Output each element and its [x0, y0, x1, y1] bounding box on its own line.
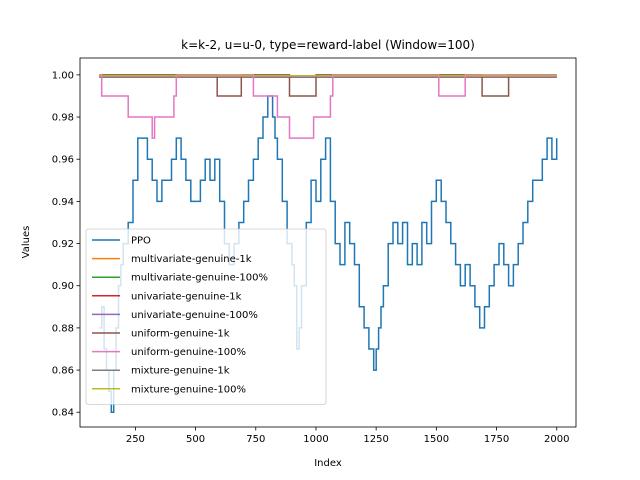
y-axis-label: Values [21, 226, 32, 259]
legend-label: uniform-genuine-100% [131, 347, 246, 358]
y-tick-label: 0.98 [52, 113, 74, 124]
legend-label: PPO [131, 236, 151, 247]
x-tick-label: 1500 [424, 434, 449, 445]
plot-frame [79, 57, 577, 428]
x-tick-label: 750 [246, 434, 265, 445]
y-axis: 0.84 0.86 0.88 0.90 0.92 0.94 0.96 0.98 1.00 [52, 70, 80, 419]
x-tick-label: 1250 [363, 434, 388, 445]
legend: PPO multivariate-genuine-1k multivariate-g… [85, 228, 327, 405]
y-tick-label: 0.86 [52, 366, 74, 377]
legend-label: multivariate-genuine-1k [131, 254, 252, 265]
x-tick-label: 1000 [303, 434, 328, 445]
y-tick-label: 0.92 [52, 239, 74, 250]
x-axis: 250 500 750 1000 1250 1500 1750 2000 [126, 427, 569, 445]
series-line-6 [99, 74, 557, 139]
x-axis-label: Index [314, 458, 342, 469]
y-tick-label: 0.94 [52, 197, 74, 208]
legend-label: uniform-genuine-1k [131, 329, 230, 340]
y-tick-label: 0.84 [52, 408, 74, 419]
series-line-0 [99, 95, 558, 413]
y-tick-label: 0.88 [52, 323, 74, 334]
legend-label: mixture-genuine-100% [131, 384, 246, 395]
x-tick-label: 250 [126, 434, 145, 445]
legend-label: mixture-genuine-1k [131, 366, 230, 377]
chart-title: k=k-2, u=u-0, type=reward-label (Window=… [181, 38, 475, 52]
legend-frame [85, 228, 327, 405]
y-tick-label: 1.00 [52, 70, 74, 81]
legend-label: univariate-genuine-100% [131, 310, 258, 321]
y-tick-label: 0.96 [52, 155, 74, 166]
y-tick-label: 0.90 [52, 281, 74, 292]
series-layer [99, 74, 558, 413]
x-tick-label: 500 [186, 434, 205, 445]
legend-label: univariate-genuine-1k [131, 291, 242, 302]
x-tick-label: 1750 [484, 434, 509, 445]
x-tick-label: 2000 [544, 434, 569, 445]
series-line-5 [99, 74, 557, 97]
legend-label: multivariate-genuine-100% [131, 273, 268, 284]
